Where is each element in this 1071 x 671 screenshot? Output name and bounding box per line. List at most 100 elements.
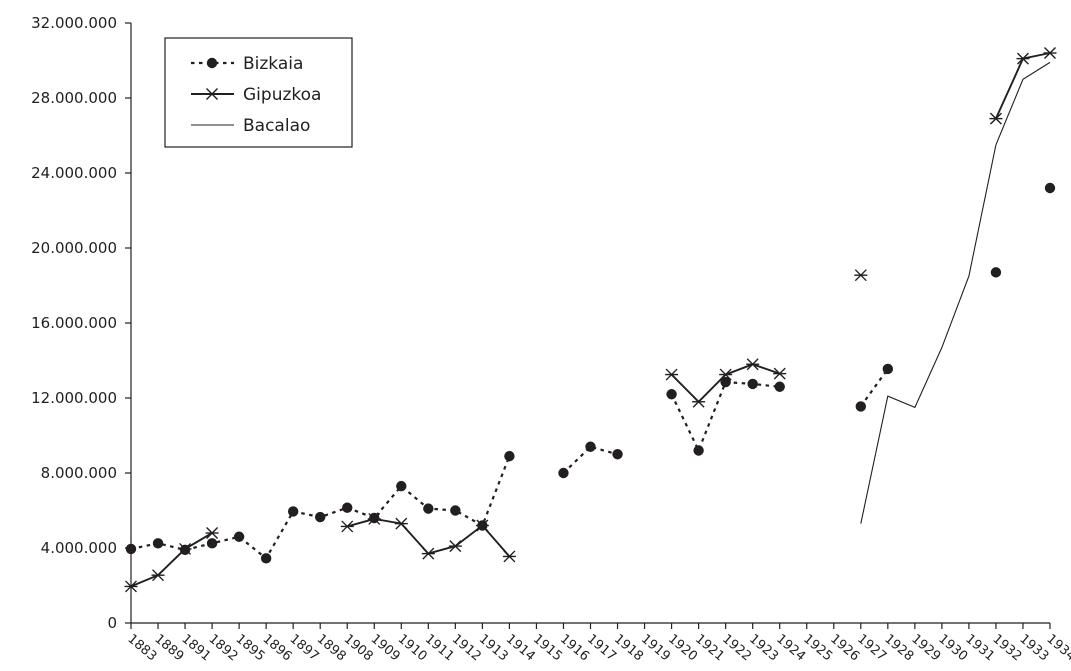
- series-bacalao: [860, 61, 1051, 524]
- y-tick-label: 24.000.000: [31, 164, 117, 182]
- x-tick-label: 1919: [638, 632, 673, 665]
- x-tick-label: 1897: [287, 632, 322, 665]
- y-tick-label: 16.000.000: [31, 314, 117, 332]
- x-axis: 1883188918911892189518961897189819081909…: [124, 622, 1071, 665]
- x-tick-label: 1914: [503, 632, 538, 665]
- bizkaia-point: [342, 502, 353, 513]
- x-tick-label: 1916: [557, 632, 592, 665]
- x-tick-label: 1898: [314, 632, 349, 665]
- bizkaia-point: [396, 480, 407, 492]
- gipuzkoa-point: [719, 368, 733, 381]
- x-tick-label: 1895: [233, 632, 268, 665]
- x-tick-label: 1909: [368, 632, 403, 665]
- y-tick-label: 32.000.000: [31, 14, 117, 32]
- legend-item-bacalao: Bacalao: [191, 116, 310, 136]
- gipuzkoa-point: [746, 358, 760, 371]
- gipuzkoa-point: [665, 368, 679, 381]
- x-tick-label: 1920: [665, 632, 700, 665]
- x-tick-label: 1917: [584, 632, 619, 665]
- bizkaia-point: [369, 512, 380, 524]
- series-layer: [124, 47, 1057, 593]
- gipuzkoa-point: [1043, 47, 1057, 59]
- x-tick-label: 1926: [827, 632, 862, 665]
- y-axis: 0 4.000.000 8.000.000 12.000.000 16.000.000 2…: [31, 14, 132, 632]
- gipuzkoa-point: [205, 527, 219, 539]
- bizkaia-line: [670, 380, 780, 454]
- legend-star-icon: [205, 88, 219, 100]
- y-tick-label: 12.000.000: [31, 389, 117, 407]
- legend-circle-icon: [206, 57, 218, 69]
- x-tick-label: 1883: [124, 632, 159, 665]
- bizkaia-point: [477, 520, 488, 531]
- bizkaia-point: [990, 267, 1002, 278]
- legend-box: [164, 37, 353, 148]
- x-tick-label: 1912: [449, 632, 484, 665]
- legend-label: Gipuzkoa: [243, 85, 321, 105]
- gipuzkoa-point: [692, 395, 706, 408]
- x-tick-label: 1921: [692, 632, 727, 665]
- bizkaia-point: [612, 449, 623, 460]
- bizkaia-point: [585, 441, 596, 452]
- legend-label: Bizkaia: [243, 54, 303, 74]
- x-tick-label: 1932: [989, 632, 1024, 665]
- bizkaia-line: [859, 368, 889, 408]
- legend-item-gipuzkoa: Gipuzkoa: [191, 85, 321, 105]
- x-tick-label: 1925: [800, 632, 835, 665]
- bizkaia-point: [206, 538, 218, 549]
- bizkaia-point: [260, 553, 272, 564]
- series-bizkaia: [125, 182, 1056, 564]
- x-tick-label: 1928: [881, 632, 916, 665]
- legend-label: Bacalao: [243, 116, 310, 136]
- x-tick-label: 1922: [719, 632, 754, 665]
- x-tick-label: 1889: [151, 632, 186, 665]
- x-tick-label: 1923: [746, 632, 781, 665]
- gipuzkoa-point: [340, 520, 354, 533]
- x-tick-label: 1933: [1016, 632, 1051, 665]
- bizkaia-point: [315, 511, 326, 523]
- gipuzkoa-point: [394, 517, 408, 530]
- gipuzkoa-point: [773, 367, 787, 380]
- y-tick-label: 28.000.000: [31, 89, 117, 107]
- x-tick-label: 1929: [908, 632, 943, 665]
- gipuzkoa-point: [1016, 52, 1030, 65]
- legend-item-bizkaia: Bizkaia: [191, 54, 303, 74]
- y-tick-label: 8.000.000: [41, 464, 117, 482]
- bizkaia-point: [504, 450, 515, 462]
- gipuzkoa-point: [448, 540, 462, 553]
- bizkaia-point: [450, 505, 461, 516]
- x-tick-label: 1927: [854, 632, 889, 665]
- gipuzkoa-line: [995, 52, 1051, 119]
- x-tick-label: 1930: [935, 632, 970, 665]
- bizkaia-point: [1044, 182, 1056, 194]
- gipuzkoa-point: [124, 580, 138, 593]
- bizkaia-point: [152, 538, 164, 549]
- gipuzkoa-point: [151, 569, 165, 582]
- x-tick-label: 1896: [260, 632, 295, 665]
- x-tick-label: 1910: [395, 632, 430, 665]
- bizkaia-point: [666, 389, 677, 400]
- bizkaia-point: [287, 506, 299, 517]
- y-tick-label: 20.000.000: [31, 239, 117, 257]
- bizkaia-point: [747, 378, 758, 390]
- bizkaia-line: [562, 445, 618, 474]
- bizkaia-point: [179, 544, 191, 556]
- x-tick-label: 1934: [1043, 632, 1071, 665]
- y-tick-label: 0: [107, 614, 117, 632]
- x-tick-label: 1911: [422, 632, 457, 665]
- x-tick-label: 1891: [178, 632, 213, 665]
- bizkaia-point: [423, 503, 434, 514]
- x-tick-label: 1913: [476, 632, 511, 665]
- bizkaia-point: [774, 381, 785, 392]
- bizkaia-point: [720, 376, 731, 388]
- bizkaia-point: [233, 531, 245, 542]
- bizkaia-point: [882, 363, 894, 375]
- bizkaia-point: [125, 543, 137, 555]
- gipuzkoa-point: [421, 547, 435, 560]
- x-tick-label: 1915: [530, 632, 565, 665]
- bizkaia-point: [855, 401, 866, 412]
- x-tick-label: 1908: [341, 632, 376, 665]
- gipuzkoa-line: [130, 532, 213, 588]
- bacalao-line: [860, 61, 1051, 524]
- x-tick-label: 1892: [206, 632, 241, 665]
